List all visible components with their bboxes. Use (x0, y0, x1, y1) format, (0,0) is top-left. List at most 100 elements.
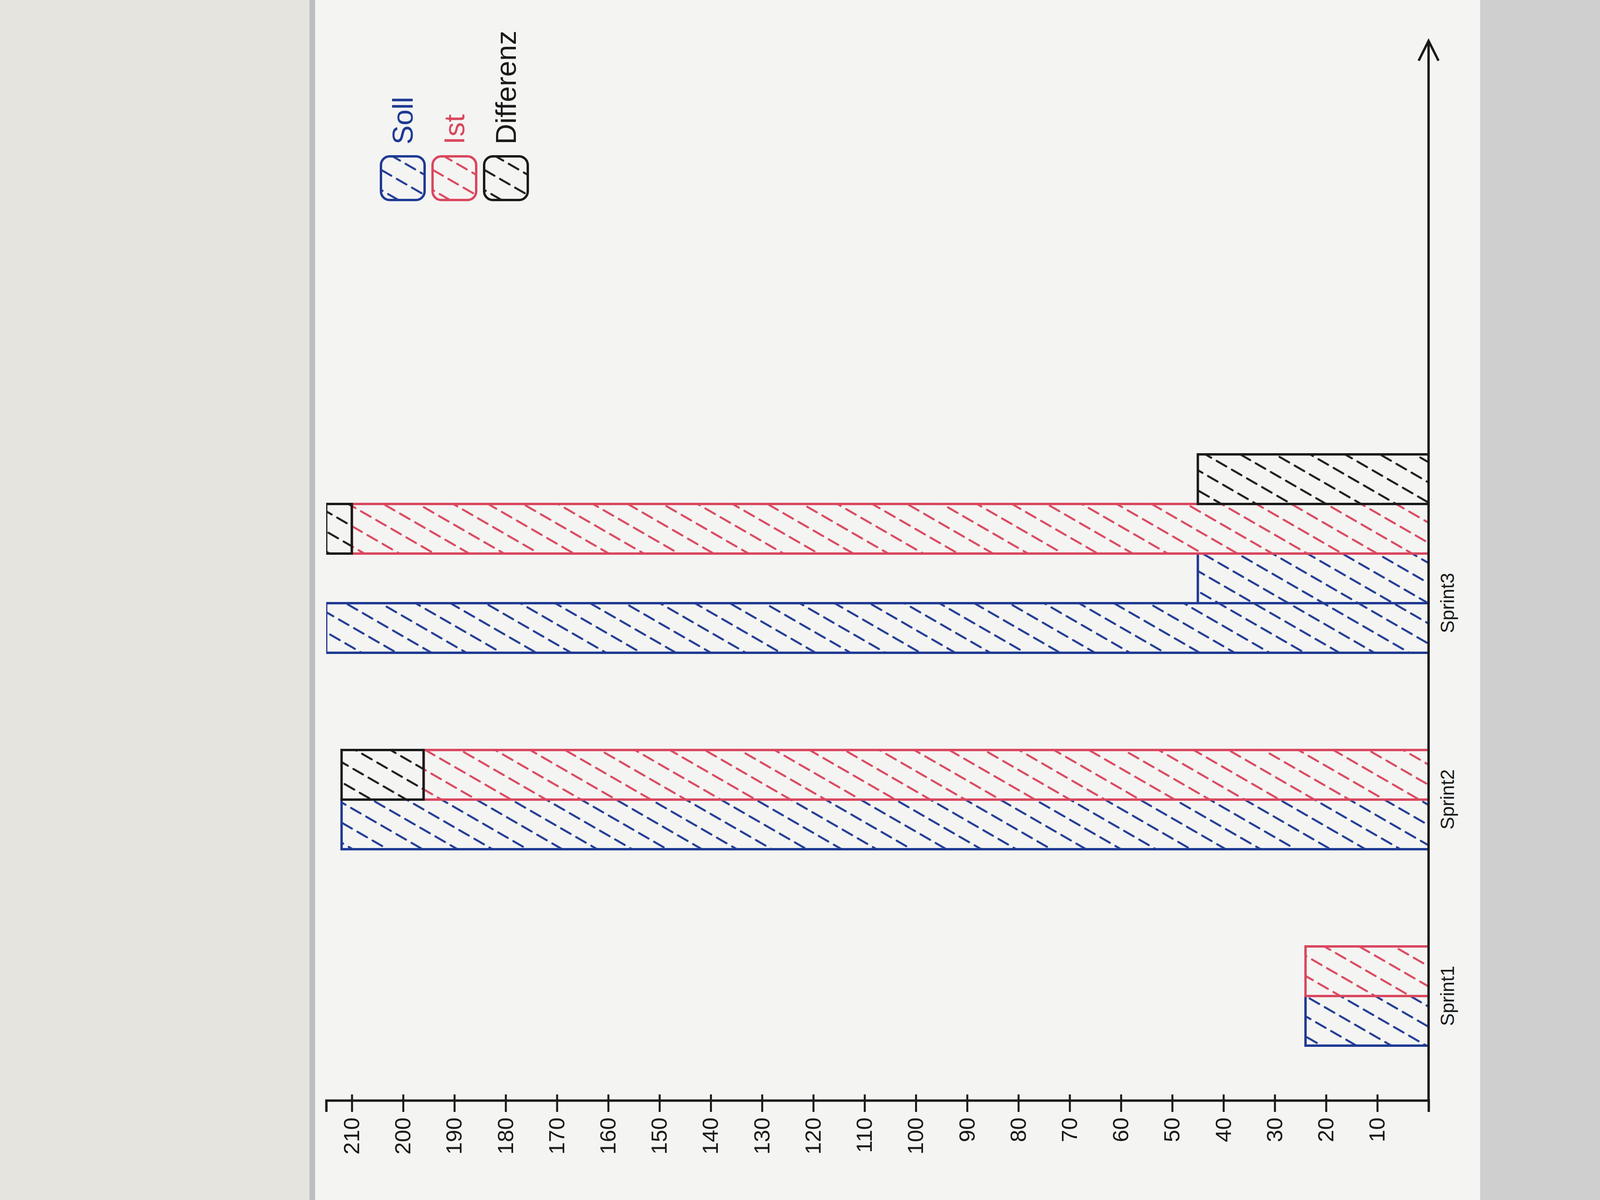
y-tick-label: 150 (646, 1117, 672, 1155)
chart-svg: 10 20 30 40 50 60 70 80 90 100 110 120 130 140 150 160 1… (0, 0, 1600, 1200)
y-tick-label: 90 (954, 1117, 980, 1143)
bars (326, 454, 1429, 1046)
board-frame (309, 0, 316, 1200)
y-tick: 110 (851, 1094, 877, 1153)
y-tick: 190 (441, 1094, 467, 1155)
x-tick-label: Sprint3 (1436, 572, 1458, 633)
y-tick-mark (1069, 1094, 1072, 1112)
y-tick: 90 (954, 1094, 980, 1143)
legend-swatch (380, 156, 425, 200)
y-tick-mark (504, 1094, 507, 1112)
y-tick-mark (966, 1094, 969, 1112)
y-tick-mark (812, 1094, 815, 1112)
y-tick-label: 210 (338, 1117, 364, 1155)
y-tick-mark (1017, 1094, 1020, 1112)
y-tick-label: 40 (1210, 1117, 1236, 1143)
legend-label: Differenz (490, 30, 522, 145)
y-tick: 120 (800, 1094, 826, 1155)
y-tick-mark (1273, 1094, 1276, 1112)
y-tick-label: 70 (1056, 1117, 1082, 1143)
y-tick: 30 (1261, 1094, 1287, 1143)
y-tick: 20 (1313, 1094, 1339, 1143)
y-tick-label: 30 (1261, 1117, 1287, 1143)
y-axis: 10 20 30 40 50 60 70 80 90 100 110 120 130 140 150 160 1… (326, 1094, 1429, 1155)
y-tick-label: 20 (1313, 1117, 1339, 1143)
bar (351, 503, 1429, 554)
y-tick: 60 (1107, 1094, 1133, 1143)
bar (341, 750, 424, 800)
y-tick-mark (1376, 1094, 1379, 1112)
bar (326, 603, 1429, 653)
y-tick: 10 (1364, 1094, 1390, 1143)
y-tick: 210 (338, 1094, 364, 1155)
y-tick-label: 110 (851, 1117, 877, 1153)
y-tick: 180 (492, 1094, 518, 1155)
y-tick-mark (1120, 1094, 1123, 1112)
y-tick: 130 (749, 1094, 775, 1155)
legend-label: Ist (438, 114, 471, 145)
y-tick-mark (607, 1094, 610, 1112)
y-tick-label: 100 (902, 1117, 928, 1155)
x-tick-label: Sprint2 (1436, 769, 1458, 830)
x-axis: Sprint1 Sprint2 Sprint3 (1436, 572, 1458, 1026)
y-tick: 40 (1210, 1094, 1236, 1143)
bar (1198, 553, 1429, 604)
legend-label: Soll (386, 96, 419, 145)
y-tick: 100 (902, 1094, 928, 1155)
y-tick-mark (709, 1094, 712, 1112)
x-tick-label: Sprint1 (1436, 965, 1458, 1026)
bar (1305, 996, 1429, 1046)
y-tick: 140 (697, 1094, 723, 1155)
y-tick-label: 50 (1159, 1117, 1185, 1143)
x-tick: Sprint2 (1436, 769, 1458, 830)
y-tick-mark (402, 1094, 405, 1112)
legend-item: Differenz (484, 30, 528, 200)
y-tick: 160 (595, 1094, 621, 1155)
bar (1198, 454, 1429, 504)
bar (423, 750, 1429, 800)
legend: Soll Ist Differenz (380, 30, 528, 200)
legend-swatch (432, 156, 477, 200)
y-tick: 50 (1159, 1094, 1185, 1143)
chart-root: 10 20 30 40 50 60 70 80 90 100 110 120 130 140 150 160 1… (0, 0, 1600, 1200)
y-tick-mark (555, 1094, 558, 1112)
y-tick-mark (915, 1094, 918, 1112)
y-tick-mark (1222, 1094, 1225, 1112)
y-tick-label: 170 (544, 1117, 570, 1155)
y-tick-label: 130 (749, 1117, 775, 1155)
bar (326, 503, 352, 554)
bar (341, 799, 1429, 850)
x-axis-arrow (1418, 40, 1439, 61)
y-tick-mark (453, 1094, 456, 1112)
x-tick: Sprint1 (1436, 965, 1458, 1026)
y-tick-label: 180 (492, 1117, 518, 1155)
y-tick-mark (351, 1094, 354, 1112)
y-tick: 200 (390, 1094, 416, 1155)
wall (0, 0, 314, 1200)
y-axis-line (326, 1100, 1429, 1113)
board-tray (1480, 0, 1600, 1200)
y-tick-label: 200 (390, 1117, 416, 1155)
y-tick-label: 120 (800, 1117, 826, 1155)
y-tick: 70 (1056, 1094, 1082, 1143)
y-tick: 150 (646, 1094, 672, 1155)
legend-item: Soll (380, 96, 425, 200)
y-tick-mark (863, 1094, 866, 1112)
y-tick: 80 (1005, 1094, 1031, 1143)
y-tick-mark (761, 1094, 764, 1112)
y-tick: 170 (544, 1094, 570, 1155)
y-tick-label: 190 (441, 1117, 467, 1155)
legend-item: Ist (432, 114, 477, 200)
y-tick-label: 140 (697, 1117, 723, 1155)
y-tick-label: 10 (1364, 1117, 1390, 1143)
y-tick-label: 160 (595, 1117, 621, 1155)
bar (1305, 946, 1429, 997)
y-tick-mark (658, 1094, 661, 1112)
x-tick: Sprint3 (1436, 572, 1458, 633)
y-tick-mark (1325, 1094, 1328, 1112)
x-axis-line (1427, 40, 1430, 1101)
y-tick-label: 60 (1107, 1117, 1133, 1143)
y-tick-mark (1171, 1094, 1174, 1112)
whiteboard (313, 0, 1481, 1200)
y-tick-label: 80 (1005, 1117, 1031, 1143)
